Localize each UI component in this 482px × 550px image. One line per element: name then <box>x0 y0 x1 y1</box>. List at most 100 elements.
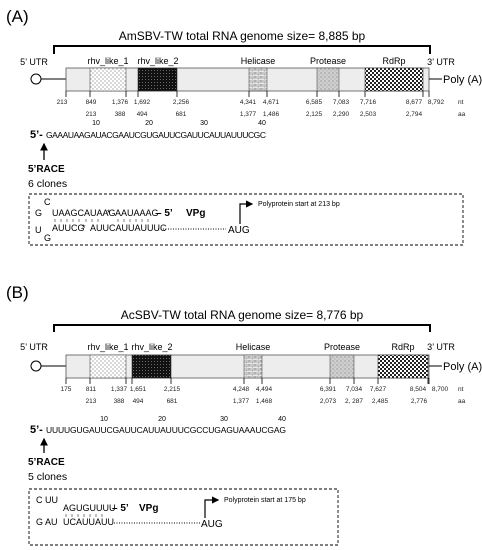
aa-position: 2,485 <box>372 398 389 405</box>
sequence-5prime: 5’- <box>30 424 43 436</box>
nt-position: 4,248 <box>233 386 250 393</box>
nt-positions: 213 849 1,376 1,692 2,256 4,341 4,671 6,… <box>57 99 464 106</box>
vpg-structure-box <box>28 488 339 546</box>
base-pair-ticks <box>54 219 149 222</box>
domain-helicase <box>243 354 263 379</box>
nt-position: 2,256 <box>173 99 190 106</box>
ruler-number: 40 <box>278 416 286 423</box>
vpg-label: VPg <box>186 208 205 219</box>
domain-label: Helicase <box>236 342 271 352</box>
translation-start-arrow <box>204 496 220 518</box>
loop-nucleotide: G <box>44 233 51 243</box>
aa-positions: 213 388 494 681 1,377 1,486 2,125 2,290 … <box>86 111 466 118</box>
rna-sequence: UUUUGUGAUUCGAUUCAUUAUUUCGCCUGAGUAAAUCGAG <box>46 425 286 435</box>
stem-top-strand: UAAGCAUAAG <box>52 208 116 218</box>
sequence-ruler: 10 20 30 40 <box>100 416 286 423</box>
clone-count: 6 clones <box>28 178 67 190</box>
domain-rdrp <box>377 354 429 379</box>
position-ticks <box>65 378 430 384</box>
vpg-circle <box>30 360 42 372</box>
aa-position: 494 <box>133 398 144 405</box>
position-ticks <box>65 91 430 97</box>
rna-sequence: GAAAUAAGAUACGAAUCGUGAUUCGAUUCAUUAUUUCGC <box>46 130 266 140</box>
aa-position: 2, 287 <box>345 398 363 405</box>
aa-position: 213 <box>86 398 97 405</box>
utr3-label: 3’ UTR <box>427 342 455 352</box>
sequence-ruler: 10 20 30 40 <box>92 120 266 127</box>
domain-label: rhv_like_2 <box>131 342 172 352</box>
domain-label: rhv_like_1 <box>87 56 128 66</box>
nt-position: 849 <box>86 99 97 106</box>
aa-position: 213 <box>86 111 97 118</box>
aa-position: 2,776 <box>411 398 428 405</box>
domain-rhv-like-1 <box>89 67 127 92</box>
ruler-number: 30 <box>200 120 208 127</box>
domain-label: rhv_like_2 <box>137 56 178 66</box>
start-codon: AUG <box>228 225 250 236</box>
polyprotein-start-note: Polyprotein start at 175 bp <box>224 497 306 504</box>
aa-position: 1,377 <box>233 398 250 405</box>
domain-label: RdRp <box>391 342 414 352</box>
nt-position: 1,376 <box>112 99 129 106</box>
domain-label: rhv_like_1 <box>87 342 128 352</box>
aa-position: 388 <box>115 111 126 118</box>
aa-position: 2,125 <box>306 111 323 118</box>
vpg-circle <box>30 73 42 85</box>
aa-position: 681 <box>176 111 187 118</box>
race-label: 5’RACE <box>28 164 65 175</box>
domain-rhv-like-2 <box>137 67 178 92</box>
mismatch-star: * <box>82 223 86 233</box>
genome-title: AcSBV-TW total RNA genome size= 8,776 bp <box>121 308 364 322</box>
sequence-5prime: 5’- <box>30 129 43 141</box>
poly-a-label: Poly (A) <box>443 74 482 86</box>
ruler-number: 40 <box>258 120 266 127</box>
nt-position: 4,671 <box>263 99 280 106</box>
panel-b: (B) AcSBV-TW total RNA genome size= 8,77… <box>6 283 482 546</box>
domain-protease <box>329 354 355 379</box>
aa-position: 681 <box>167 398 178 405</box>
stem-bottom-strand: AUUCG <box>52 223 85 233</box>
stem-top-strand: AAUAAAG <box>115 208 159 218</box>
loop-nucleotide: C <box>44 197 51 207</box>
stem-loop-a: C G U G UAAGCAUAAG * AAUAAAG – 5’ VPg AU… <box>35 197 340 243</box>
genome-size-bracket <box>53 45 431 54</box>
nt-position: 7,083 <box>333 99 350 106</box>
domain-protease <box>316 67 340 92</box>
panel-label: (B) <box>6 283 29 302</box>
translation-start-arrow <box>239 200 254 224</box>
ruler-number: 10 <box>92 120 100 127</box>
domain-rdrp <box>364 67 424 92</box>
aa-position: 1,468 <box>256 398 273 405</box>
vpg-label: VPg <box>139 503 158 514</box>
nt-position: 213 <box>57 99 68 106</box>
loop-nucleotides: G AU <box>36 517 58 527</box>
nt-positions: 175 811 1,337 1,651 2,215 4,248 4,494 6,… <box>61 386 464 393</box>
domain-label: Helicase <box>241 56 276 66</box>
loop-nucleotide: U <box>35 225 42 235</box>
nt-position: 7,716 <box>360 99 377 106</box>
ruler-number: 20 <box>158 416 166 423</box>
nt-position: 8,504 <box>410 386 427 393</box>
nt-position: 4,341 <box>240 99 257 106</box>
vpg-structure-box <box>28 193 464 246</box>
nt-position: 7,627 <box>370 386 387 393</box>
aa-position: 2,503 <box>360 111 377 118</box>
utr5-label: 5’ UTR <box>20 57 48 67</box>
race-label: 5’RACE <box>28 457 65 468</box>
aa-positions: 213 388 494 681 1,377 1,468 2,073 2, 287… <box>86 398 466 405</box>
panel-a: (A) AmSBV-TW total RNA genome size= 8,88… <box>6 7 482 246</box>
nt-position: 1,692 <box>134 99 151 106</box>
utr3-label: 3’ UTR <box>427 57 455 67</box>
nt-unit: nt <box>458 386 464 393</box>
ruler-number: 30 <box>220 416 228 423</box>
nt-position: 1,337 <box>111 386 128 393</box>
genome-title: AmSBV-TW total RNA genome size= 8,885 bp <box>119 29 366 43</box>
aa-position: 1,377 <box>240 111 257 118</box>
loop-nucleotide: G <box>35 208 42 218</box>
nt-position: 811 <box>86 386 97 393</box>
nt-position: 6,391 <box>320 386 337 393</box>
aa-position: 2,073 <box>320 398 337 405</box>
stem-top-strand: AGUGUUUU <box>63 503 116 513</box>
stem-bottom-strand: UCAUUAUU <box>63 517 114 527</box>
